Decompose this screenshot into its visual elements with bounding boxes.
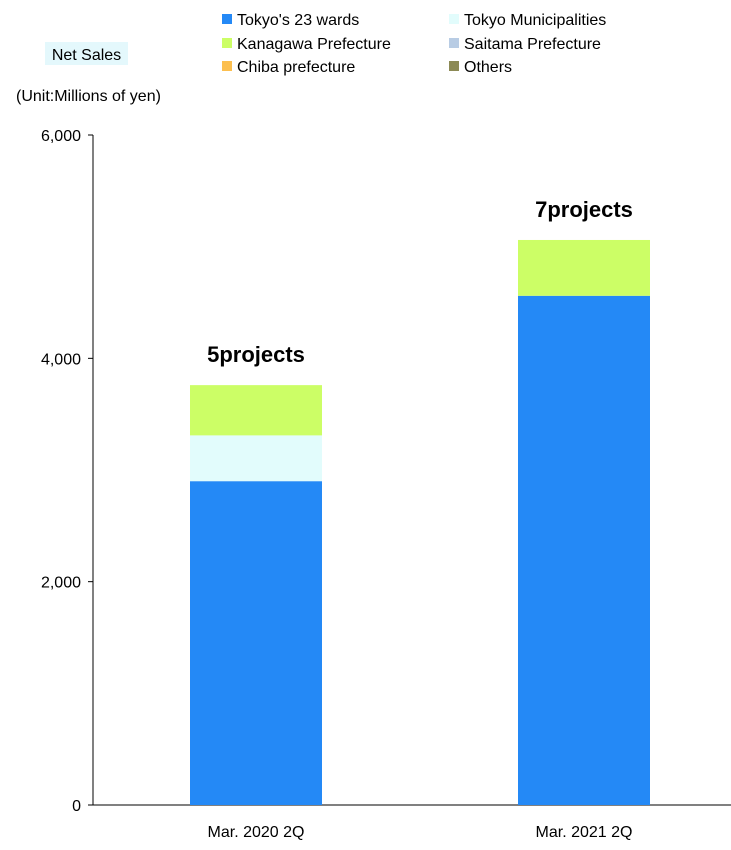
- y-axis: 0 2,000 4,000 6,000: [41, 128, 94, 815]
- legend-swatch: [222, 61, 232, 71]
- bar-segment: [190, 435, 322, 482]
- legend-item: Chiba prefecture: [222, 59, 355, 76]
- y-tick-label: 4,000: [41, 351, 81, 368]
- x-tick-label: Mar. 2021 2Q: [536, 824, 633, 841]
- legend-swatch: [449, 38, 459, 48]
- bar-total-label: 5projects: [207, 342, 305, 367]
- y-tick-label: 0: [72, 798, 81, 815]
- legend-label: Others: [464, 59, 512, 76]
- legend-item: Others: [449, 59, 512, 76]
- total-labels: 5projects 7projects: [207, 197, 633, 367]
- bars: [190, 239, 650, 805]
- legend-item: Kanagawa Prefecture: [222, 36, 391, 53]
- legend-item: Tokyo Municipalities: [449, 12, 606, 29]
- legend-swatch: [449, 14, 459, 24]
- x-axis: Mar. 2020 2Q Mar. 2021 2Q: [93, 804, 731, 841]
- legend-label: Kanagawa Prefecture: [237, 36, 391, 53]
- legend: Tokyo's 23 wards Tokyo Municipalities Kana…: [222, 12, 606, 76]
- legend-swatch: [222, 38, 232, 48]
- legend-item: Tokyo's 23 wards: [222, 12, 359, 29]
- bar-segment: [190, 385, 322, 436]
- bar-total-label: 7projects: [535, 197, 633, 222]
- chart-title: Net Sales: [52, 47, 121, 64]
- legend-swatch: [222, 14, 232, 24]
- y-tick-label: 2,000: [41, 575, 81, 592]
- x-tick-label: Mar. 2020 2Q: [208, 824, 305, 841]
- unit-label: (Unit:Millions of yen): [16, 88, 161, 105]
- legend-item: Saitama Prefecture: [449, 36, 601, 53]
- bar-segment: [518, 239, 650, 296]
- legend-label: Chiba prefecture: [237, 59, 355, 76]
- legend-label: Saitama Prefecture: [464, 36, 601, 53]
- legend-swatch: [449, 61, 459, 71]
- legend-label: Tokyo's 23 wards: [237, 12, 359, 29]
- y-tick-label: 6,000: [41, 128, 81, 145]
- legend-label: Tokyo Municipalities: [464, 12, 606, 29]
- bar-segment: [190, 481, 322, 805]
- bar-segment: [518, 295, 650, 805]
- chart-title-highlight: [45, 42, 128, 65]
